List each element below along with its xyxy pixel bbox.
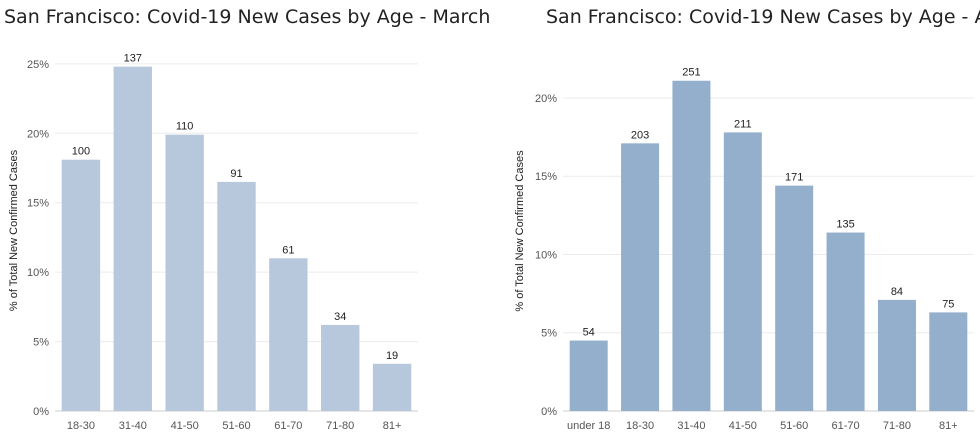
data-label: 211 [734, 118, 752, 130]
x-tick-label: 81+ [939, 420, 958, 432]
y-tick-label: 20% [27, 128, 49, 140]
x-tick-label: 18-30 [626, 420, 654, 432]
y-tick-label: 10% [27, 267, 49, 279]
chart-march-plot: 0% 5% 10% 15% 20% 25% % of Total New Confirmed… [8, 53, 418, 432]
y-axis-title: % of Total New Confirmed Cases [8, 149, 20, 311]
chart-title: San Francisco: Covid-19 New Cases by Age… [4, 6, 491, 28]
y-tick-label: 0% [541, 406, 557, 418]
bar [621, 143, 660, 411]
x-tick-label: under 18 [567, 420, 610, 432]
chart-title: San Francisco: Covid-19 New Cases by Age… [546, 6, 980, 28]
data-label: 91 [230, 168, 242, 180]
bar [929, 312, 968, 411]
x-tick-label: 41-50 [171, 420, 199, 432]
bar [569, 340, 608, 411]
x-tick-label: 61-70 [274, 420, 302, 432]
bar [217, 181, 256, 411]
chart-april: San Francisco: Covid-19 New Cases by Age… [490, 0, 980, 435]
bar [372, 363, 412, 411]
data-label: 135 [836, 219, 854, 231]
y-tick-label: 5% [33, 337, 49, 349]
x-tick-label: 31-40 [119, 420, 147, 432]
x-tick-label: 61-70 [831, 420, 859, 432]
y-tick-label: 10% [535, 249, 557, 261]
y-tick-label: 0% [33, 406, 49, 418]
y-tick-label: 25% [27, 59, 49, 71]
data-label: 19 [386, 350, 398, 362]
data-label: 110 [176, 121, 194, 133]
data-label: 251 [682, 67, 700, 79]
data-label: 34 [334, 311, 346, 323]
x-tick-label: 51-60 [780, 420, 808, 432]
x-tick-label: 81+ [383, 420, 402, 432]
data-label: 137 [124, 53, 142, 65]
x-tick-label: 71-80 [883, 420, 911, 432]
y-tick-label: 15% [27, 198, 49, 210]
data-label: 171 [785, 172, 803, 184]
data-label: 100 [72, 146, 90, 158]
data-label: 84 [891, 286, 903, 298]
data-label: 75 [942, 298, 954, 310]
bar [826, 232, 865, 411]
bar [723, 132, 762, 412]
y-tick-label: 20% [535, 93, 557, 105]
x-tick-label: 18-30 [67, 420, 95, 432]
bar [672, 80, 711, 411]
y-axis-title: % of Total New Confirmed Cases [514, 150, 526, 312]
y-tick-label: 5% [541, 328, 557, 340]
bar [113, 66, 152, 412]
data-label: 203 [631, 129, 649, 141]
data-label: 61 [282, 244, 294, 256]
data-label: 54 [583, 327, 595, 339]
bar [877, 299, 916, 411]
x-tick-label: 41-50 [729, 420, 757, 432]
bar [775, 185, 814, 411]
bar [61, 159, 101, 411]
bar [321, 324, 360, 411]
y-tick-label: 15% [535, 171, 557, 183]
x-tick-label: 31-40 [677, 420, 705, 432]
chart-march: San Francisco: Covid-19 New Cases by Age… [0, 0, 490, 435]
bar [165, 134, 204, 411]
x-tick-label: 71-80 [326, 420, 354, 432]
x-tick-label: 51-60 [222, 420, 250, 432]
bar [269, 258, 308, 411]
chart-april-plot: 0% 5% 10% 15% 20% % of Total New Confirmed Ca… [514, 67, 974, 432]
